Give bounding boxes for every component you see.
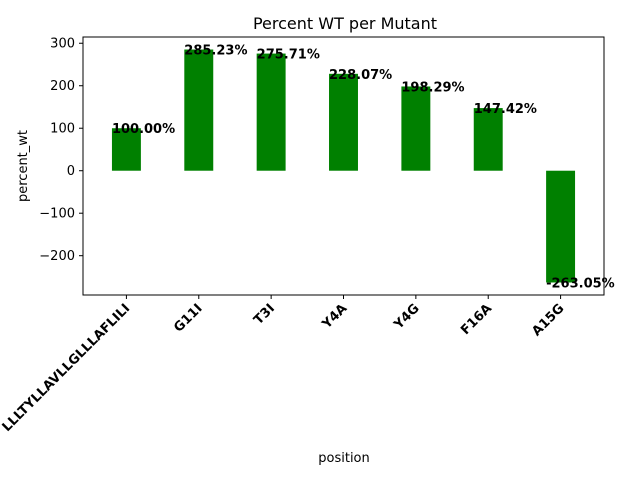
data-label-2: 275.71% <box>257 48 320 63</box>
bar-2 <box>256 53 286 171</box>
data-labels-group: 100.00% 285.23% 275.71% 228.07% 198.29% 147.4… <box>112 44 615 292</box>
x-tick-label-4: Y4G <box>391 301 423 333</box>
x-tick-label-5: F16A <box>458 301 495 338</box>
data-label-1: 285.23% <box>184 44 247 59</box>
bar-0 <box>111 128 141 171</box>
y-tick-label-4: 200 <box>50 79 75 94</box>
x-tick-label-0: LLLTYLLAVLLGLLLAFLILI <box>0 301 133 435</box>
y-tick-label-1: −100 <box>39 207 75 222</box>
data-label-4: 198.29% <box>401 80 464 95</box>
y-axis: −200 −100 0 100 200 300 <box>39 37 83 264</box>
chart-title: Percent WT per Mutant <box>253 14 437 33</box>
x-tick-label-1: G11I <box>171 301 205 335</box>
data-label-6: -263.05% <box>546 276 615 291</box>
x-axis: LLLTYLLAVLLGLLLAFLILI G11I T3I Y4A Y4G F16A A1… <box>0 295 567 435</box>
bar-3 <box>329 73 358 171</box>
x-tick-label-6: A15G <box>529 301 567 339</box>
y-axis-label: percent_wt <box>16 130 31 202</box>
x-tick-label-3: Y4A <box>319 301 350 332</box>
y-tick-label-5: 300 <box>50 37 75 52</box>
y-tick-label-2: 0 <box>67 164 75 179</box>
bar-6 <box>546 170 576 283</box>
y-tick-label-0: −200 <box>39 249 75 264</box>
bars-group <box>111 49 576 283</box>
bar-4 <box>401 86 431 171</box>
bar-1 <box>184 49 214 171</box>
data-label-3: 228.07% <box>329 68 392 83</box>
x-axis-label: position <box>318 451 370 466</box>
data-label-5: 147.42% <box>474 102 537 117</box>
data-label-0: 100.00% <box>112 122 175 137</box>
bar-5 <box>473 108 503 171</box>
x-tick-label-2: T3I <box>251 301 278 328</box>
y-tick-label-3: 100 <box>50 122 75 137</box>
